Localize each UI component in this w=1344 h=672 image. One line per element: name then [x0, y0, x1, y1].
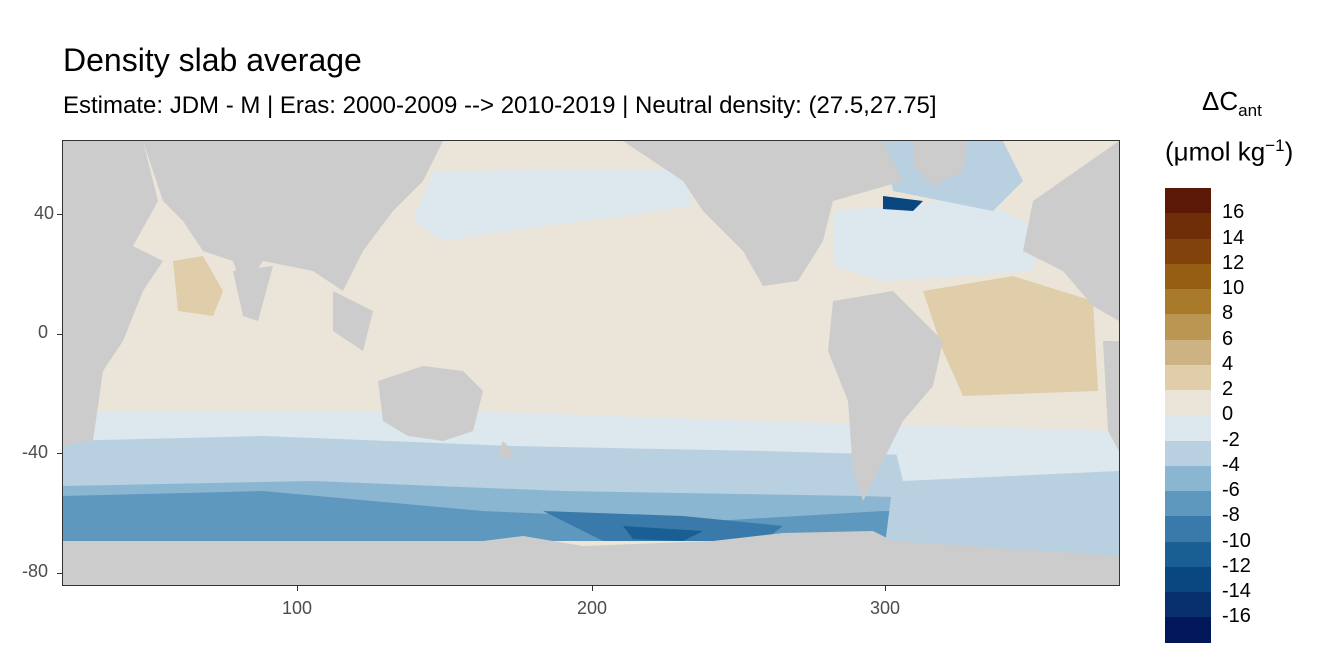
legend-label: 14 [1222, 226, 1245, 249]
legend-label: 12 [1222, 251, 1245, 274]
x-tick-mark [885, 586, 886, 591]
india-land [233, 266, 273, 321]
colorbar-swatch [1165, 390, 1211, 416]
plot-subtitle: Estimate: JDM - M | Eras: 2000-2009 --> … [63, 92, 937, 119]
southern-deep-2 [623, 526, 703, 541]
europe-land [1023, 141, 1119, 321]
arabian-sea [173, 256, 223, 316]
colorbar-swatch [1165, 541, 1211, 567]
legend-label: -12 [1222, 554, 1251, 577]
legend-title-symbol: ΔCant [1202, 86, 1262, 121]
legend-label: -8 [1222, 504, 1240, 527]
north-america-land [623, 141, 903, 286]
colorbar-swatch [1165, 440, 1211, 466]
colorbar-swatch [1165, 314, 1211, 340]
antarctica-land [63, 531, 1119, 585]
x-tick-label: 300 [869, 598, 901, 618]
colorbar-swatch [1165, 592, 1211, 618]
ocean-map [63, 141, 1119, 585]
southern-deep-1 [543, 511, 783, 541]
new-zealand-land [498, 441, 513, 461]
y-tick-mark [57, 453, 62, 454]
colorbar-swatch [1165, 491, 1211, 517]
colorbar-swatch [1165, 465, 1211, 491]
north-atlantic-band [833, 201, 1043, 281]
australia-land [378, 366, 483, 441]
legend-label: 10 [1222, 277, 1245, 299]
colorbar-swatch [1165, 415, 1211, 441]
y-tick-label: -80 [21, 561, 48, 581]
legend-label: 0 [1222, 403, 1234, 426]
legend-label: 6 [1222, 327, 1234, 350]
legend-label: 2 [1222, 378, 1234, 400]
labrador-deep [883, 196, 923, 211]
legend-label: -14 [1222, 580, 1251, 602]
colorbar-swatch [1165, 238, 1211, 264]
south-atlantic-light [893, 436, 1119, 481]
y-tick-mark [57, 334, 62, 335]
colorbar-swatch [1165, 289, 1211, 315]
legend-label: -10 [1222, 529, 1251, 552]
south-atlantic-blue [883, 471, 1119, 561]
colorbar-swatch [1165, 617, 1211, 643]
legend-label: 4 [1222, 352, 1234, 375]
greenland-land [913, 141, 968, 186]
legend-label: -4 [1222, 453, 1240, 476]
colorbar-swatch [1165, 213, 1211, 239]
y-tick-label: 0 [37, 322, 48, 342]
legend-label: 8 [1222, 302, 1234, 325]
eurasia-land [143, 141, 443, 291]
x-tick-label: 100 [281, 598, 313, 618]
colorbar-swatch [1165, 566, 1211, 592]
y-tick-mark [57, 573, 62, 574]
legend-title-unit: (μmol kg−1) [1165, 136, 1294, 167]
legend-label: 16 [1222, 201, 1245, 224]
x-tick-mark [592, 586, 593, 591]
colorbar [1165, 188, 1211, 643]
legend-label: -6 [1222, 479, 1240, 501]
legend-label: -16 [1222, 605, 1251, 628]
africa-land [63, 141, 163, 446]
africa-east-land [63, 141, 123, 171]
x-tick-mark [297, 586, 298, 591]
colorbar-swatch [1165, 516, 1211, 542]
south-africa-land [1103, 341, 1119, 451]
southern-band-2 [63, 436, 1119, 496]
colorbar-swatch [1165, 188, 1211, 214]
north-pacific-band [413, 169, 693, 241]
y-tick-mark [57, 214, 62, 215]
y-tick-label: -40 [21, 442, 48, 462]
legend-label: -2 [1222, 428, 1240, 451]
colorbar-swatch [1165, 364, 1211, 390]
tropical-atlantic [923, 276, 1098, 396]
colorbar-swatch [1165, 339, 1211, 365]
south-america-land [828, 291, 943, 501]
se-asia-land [333, 291, 373, 351]
colorbar-swatch [1165, 263, 1211, 289]
y-tick-label: 40 [33, 203, 54, 223]
plot-title: Density slab average [63, 42, 362, 78]
map-panel [62, 140, 1120, 586]
x-tick-label: 200 [576, 598, 608, 618]
